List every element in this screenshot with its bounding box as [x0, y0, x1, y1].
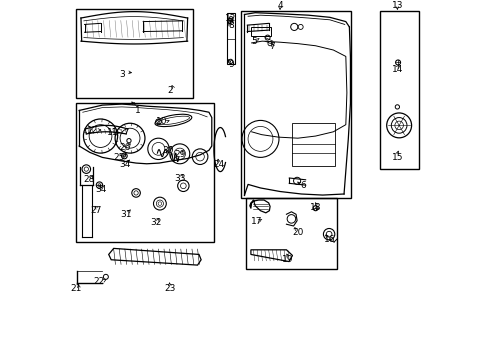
Text: 12: 12	[225, 14, 236, 23]
Text: 20: 20	[291, 228, 303, 237]
Text: 13: 13	[391, 1, 402, 10]
Text: 33: 33	[174, 174, 185, 183]
Text: 21: 21	[70, 284, 81, 293]
Text: 11: 11	[106, 128, 118, 137]
Text: 26: 26	[120, 143, 131, 152]
Text: 10: 10	[156, 117, 167, 126]
Bar	[246, 198, 336, 269]
Text: 4: 4	[277, 1, 282, 10]
Bar	[76, 9, 193, 98]
Bar	[76, 103, 214, 242]
Bar	[292, 123, 334, 166]
Text: 29: 29	[174, 150, 185, 159]
Text: 34: 34	[95, 185, 106, 194]
Text: 16: 16	[324, 235, 335, 244]
Text: 14: 14	[391, 65, 402, 74]
Bar	[250, 27, 271, 36]
Text: 27: 27	[90, 206, 102, 215]
Text: 22: 22	[94, 277, 105, 286]
Text: 24: 24	[213, 160, 224, 169]
Text: 28: 28	[83, 175, 94, 184]
Text: 23: 23	[164, 284, 175, 293]
Text: 19: 19	[282, 255, 293, 264]
Text: 17: 17	[251, 217, 262, 226]
Text: 31: 31	[121, 210, 132, 219]
Text: 25: 25	[113, 153, 125, 162]
Text: 8: 8	[227, 21, 233, 30]
Text: 32: 32	[150, 218, 162, 227]
Text: 6: 6	[300, 181, 305, 190]
Bar	[379, 11, 418, 169]
Text: 3: 3	[119, 71, 124, 80]
Text: 34: 34	[120, 160, 131, 169]
Text: 15: 15	[391, 153, 402, 162]
Bar	[241, 11, 350, 198]
Text: 18: 18	[309, 203, 321, 212]
Bar	[226, 13, 234, 64]
Text: 1: 1	[135, 106, 141, 115]
Text: 30: 30	[162, 146, 173, 155]
Text: 2: 2	[167, 86, 172, 95]
Text: 5: 5	[251, 37, 257, 46]
Text: 7: 7	[268, 42, 274, 51]
Text: 9: 9	[227, 60, 233, 69]
Text: 12: 12	[86, 126, 98, 135]
